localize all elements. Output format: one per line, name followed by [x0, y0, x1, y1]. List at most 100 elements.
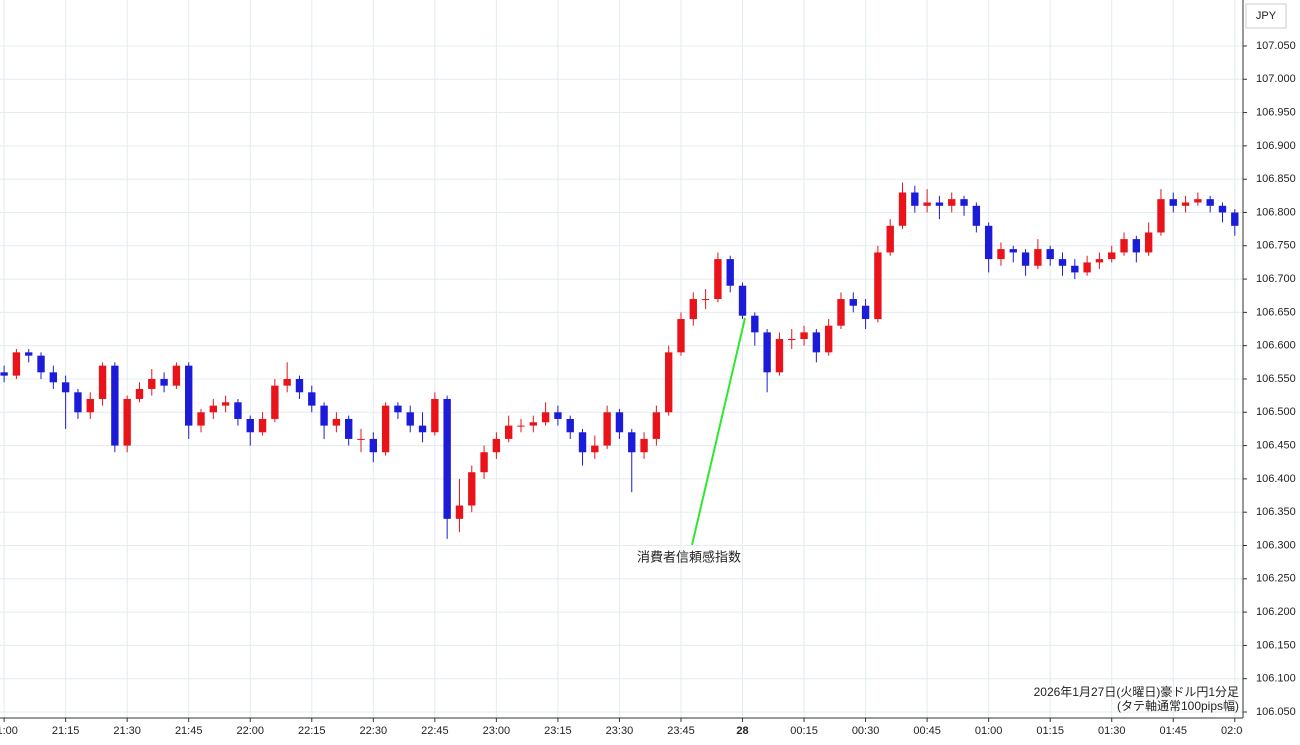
x-tick-label: 23:30	[606, 725, 634, 737]
candle-body	[566, 418, 574, 433]
candle-body	[861, 305, 870, 320]
candle-body	[775, 339, 784, 373]
candle-body	[849, 299, 857, 306]
candle-body	[1034, 249, 1042, 266]
y-tick-label: 106.450	[1256, 439, 1296, 451]
candle-body	[603, 412, 611, 446]
x-tick-label: 21:30	[113, 725, 141, 737]
x-tick-label: 22:15	[298, 725, 326, 737]
x-tick-label: 21:00	[0, 725, 18, 737]
candle-body	[554, 412, 562, 419]
candles	[0, 182, 1239, 539]
y-tick-label: 106.300	[1256, 539, 1296, 551]
candle-body	[1132, 239, 1141, 253]
candle-body	[455, 505, 464, 519]
candle-body	[1083, 262, 1091, 273]
candle-body	[652, 412, 661, 439]
candle-body	[984, 225, 993, 260]
candle-body	[111, 365, 119, 446]
candle-body	[480, 452, 488, 473]
candle-body	[443, 398, 451, 519]
y-labels: 106.050 106.100 106.150 106.200 106.250 106.3…	[1243, 40, 1296, 718]
candle-body	[948, 199, 956, 206]
x-tick-label: 01:30	[1098, 725, 1126, 737]
candle-body	[246, 418, 254, 433]
x-tick-label: 23:45	[667, 725, 695, 737]
candle-body	[935, 202, 944, 206]
candle-body	[234, 402, 242, 419]
candle-body	[468, 472, 476, 506]
candle-body	[591, 445, 599, 453]
candle-body	[1009, 249, 1017, 253]
x-tick-label: 21:45	[175, 725, 203, 737]
x-tick-label: 02:00	[1221, 725, 1249, 737]
x-tick-label: 01:45	[1159, 725, 1187, 737]
candle-body	[1120, 239, 1128, 253]
candle-body	[1144, 232, 1153, 253]
candle-body	[25, 352, 33, 356]
candle-body	[1169, 199, 1177, 206]
candle-body	[1071, 265, 1079, 273]
candle-body	[1231, 212, 1239, 226]
y-tick-label: 106.600	[1256, 340, 1296, 352]
x-tick-label: 28	[736, 725, 748, 737]
currency: JPY	[1256, 10, 1277, 22]
y-tick-label: 106.400	[1256, 473, 1296, 485]
footer-line: 2026年1月27日(火曜日)豪ドル円1分足	[1034, 684, 1239, 699]
candle-body	[714, 259, 722, 300]
candle-body	[1206, 199, 1214, 206]
candle-body	[701, 299, 710, 301]
y-tick-label: 106.850	[1256, 173, 1296, 185]
candle-body	[172, 365, 181, 386]
candle-body	[1157, 199, 1165, 233]
x-tick-label: 22:45	[421, 725, 449, 737]
candle-body	[677, 319, 685, 353]
y-tick-label: 106.250	[1256, 573, 1296, 585]
candle-body	[911, 192, 919, 206]
y-tick-label: 106.800	[1256, 206, 1296, 218]
x-labels: 21:00 21:15 21:30 21:45 22:00 22:15 22:30 22:45…	[0, 718, 1249, 737]
y-tick-label: 106.200	[1256, 606, 1296, 618]
y-tick-label: 106.350	[1256, 506, 1296, 518]
candle-body	[640, 438, 648, 453]
candle-body	[12, 352, 21, 376]
candle-body	[37, 355, 45, 373]
candle-body	[394, 405, 402, 413]
y-tick-label: 107.050	[1256, 40, 1296, 52]
candle-body	[369, 438, 378, 453]
candle-body	[418, 425, 427, 433]
y-tick-label: 106.750	[1256, 240, 1296, 252]
candle-body	[529, 422, 537, 426]
candle-body	[628, 432, 636, 453]
candle-body	[357, 438, 365, 440]
x-tick-label: 00:15	[790, 725, 818, 737]
candle-body	[308, 392, 316, 406]
y-tick-label: 106.700	[1256, 273, 1296, 285]
candle-body	[1095, 259, 1104, 263]
candle-body	[74, 392, 82, 413]
y-tick-label: 106.650	[1256, 306, 1296, 318]
candle-body	[221, 402, 230, 406]
y-tick-label: 106.500	[1256, 406, 1296, 418]
candle-body	[381, 405, 390, 453]
y-tick-label: 107.000	[1256, 73, 1296, 85]
candle-body	[664, 352, 673, 413]
candle-body	[800, 332, 808, 340]
x-tick-label: 22:30	[360, 725, 388, 737]
candle-body	[689, 299, 697, 320]
y-tick-label: 106.150	[1256, 639, 1296, 651]
candle-body	[886, 225, 894, 253]
candle-body	[135, 388, 144, 399]
y-tick-label: 106.100	[1256, 673, 1296, 685]
y-tick-label: 106.050	[1256, 706, 1296, 718]
candle-body	[197, 412, 205, 426]
x-tick-label: 00:45	[913, 725, 941, 737]
x-tick-label: 23:15	[544, 725, 572, 737]
candle-body	[923, 202, 931, 206]
x-tick-label: 00:30	[852, 725, 880, 737]
candle-body	[1108, 252, 1116, 260]
x-tick-label: 23:00	[483, 725, 511, 737]
candle-body	[1046, 249, 1054, 260]
